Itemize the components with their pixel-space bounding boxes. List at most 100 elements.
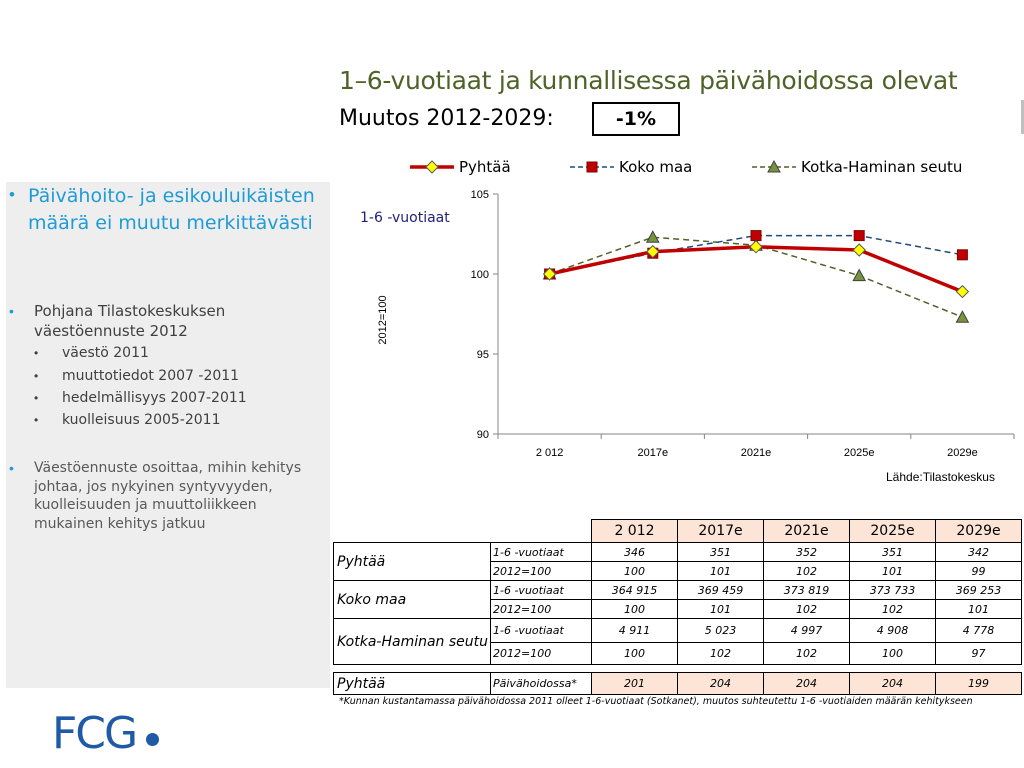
data-point-marker: [750, 230, 762, 242]
x-tick-label: 2021e: [741, 447, 772, 459]
y-tick-label: 90: [477, 429, 489, 441]
bullet-panel: [6, 182, 330, 688]
table-region-label: Kotka-Haminan seutu: [333, 618, 491, 665]
data-point-marker: [955, 310, 970, 323]
x-tick-label: 2 012: [536, 447, 564, 459]
fcg-logo: FCG: [52, 708, 138, 759]
table-cell: 100: [591, 561, 678, 581]
bullet-dot: •: [9, 303, 14, 319]
sub-bullet-dot: •: [34, 369, 39, 383]
x-tick-label: 2029e: [947, 447, 978, 459]
y-tick-label: 105: [471, 189, 489, 201]
table-cell: 5 023: [677, 618, 764, 643]
data-point-marker: [749, 240, 763, 254]
data-point-marker: [955, 284, 970, 299]
sub-bullet-dot: •: [34, 346, 39, 360]
table-row: Pyhtää 1-6 -vuotiaat 346 351 352 351 342: [333, 542, 1022, 581]
table-cell: 199: [935, 672, 1022, 695]
table-cell: 101: [677, 599, 764, 619]
table-cell: 102: [763, 642, 850, 665]
data-point-marker: [542, 267, 557, 281]
table-row: Pyhtää Päivähoidossa* 201 204 204 204 19…: [333, 672, 1022, 695]
data-point-marker: [767, 159, 781, 173]
table-header-year: 2 012: [591, 519, 678, 543]
sub-bullet-dot: •: [34, 413, 39, 427]
table-corner: [334, 520, 491, 543]
table-cell: 102: [763, 599, 850, 619]
table-cell: 100: [591, 599, 678, 619]
table-cell: 4 997: [763, 618, 850, 643]
table-cell: 101: [935, 599, 1022, 619]
table-cell: 102: [849, 599, 936, 619]
table-cell: 351: [849, 542, 936, 562]
table-row: Koko maa 1-6 -vuotiaat 364 915 369 459 3…: [333, 580, 1022, 619]
bullet-dot: •: [9, 185, 15, 204]
table-cell: 352: [763, 542, 850, 562]
table-cell: 351: [677, 542, 764, 562]
table-cell: 369 253: [935, 580, 1022, 600]
table-corner: [491, 520, 592, 543]
bullet-main: Päivähoito- ja esikouluikäisten määrä ei…: [28, 185, 315, 234]
table-cell: 373 819: [763, 580, 850, 600]
table-header-year: 2025e: [849, 519, 936, 543]
table-header-year: 2017e: [677, 519, 764, 543]
data-point-marker: [852, 243, 866, 257]
table-footnote: *Kunnan kustantamassa päivähoidossa 2011…: [339, 696, 973, 707]
series-line: [549, 245, 964, 294]
table-row: Kotka-Haminan seutu 1-6 -vuotiaat 4 911 …: [333, 618, 1022, 665]
table-cell: 346: [591, 542, 678, 562]
sub-bullet-item: väestö 2011: [62, 345, 149, 361]
table-row: 2012=100 100 102 102 100 97: [334, 642, 1022, 665]
table-metric-label: 1-6 -vuotiaat: [490, 542, 592, 562]
table-cell: 204: [849, 672, 936, 695]
legend-label: Kotka-Haminan seutu: [801, 158, 962, 176]
table-header-year: 2029e: [935, 519, 1022, 543]
table-cell: 201: [591, 672, 678, 695]
y-tick-label: 100: [471, 269, 489, 281]
x-tick-label: 2025e: [844, 447, 875, 459]
table-cell: 369 459: [677, 580, 764, 600]
data-point-marker: [586, 161, 598, 173]
slide-subtitle: Muutos 2012-2029:: [339, 106, 554, 131]
slide-title: 1–6-vuotiaat ja kunnallisessa päivähoido…: [339, 66, 958, 95]
table-region-label: Pyhtää: [333, 672, 491, 695]
data-point-marker: [425, 160, 439, 174]
decorative-edge-bar: [1021, 100, 1024, 134]
table-region-label: Koko maa: [333, 580, 491, 619]
legend-label: Koko maa: [619, 158, 692, 176]
table-cell: 99: [935, 561, 1022, 581]
table-metric-label: 1-6 -vuotiaat: [490, 580, 592, 600]
bullet-dot: •: [9, 460, 14, 476]
chart-annotation: 1-6 -vuotiaat: [360, 210, 450, 226]
data-point-marker: [646, 244, 660, 259]
table-metric-label: 2012=100: [490, 561, 592, 581]
table-row: 2012=100 100 101 102 102 101: [334, 599, 1022, 619]
table-metric-label: 2012=100: [490, 642, 592, 665]
table-cell: 364 915: [591, 580, 678, 600]
table-cell: 373 733: [849, 580, 936, 600]
table-header-row: 2 012 2017e 2021e 2025e 2029e: [334, 519, 1022, 543]
data-point-marker: [852, 268, 867, 282]
table-cell: 97: [935, 642, 1022, 665]
table-region-label: Pyhtää: [333, 542, 491, 581]
sub-bullet-item: kuolleisuus 2005-2011: [62, 412, 221, 428]
x-tick-label: 2017e: [638, 447, 669, 459]
data-point-marker: [853, 230, 865, 242]
table-cell: 342: [935, 542, 1022, 562]
fcg-logo-dot: [146, 733, 159, 746]
table-cell: 102: [677, 642, 764, 665]
sub-bullet-item: hedelmällisyys 2007-2011: [62, 390, 247, 406]
table-cell: 100: [849, 642, 936, 665]
data-table: 2 012 2017e 2021e 2025e 2029e Pyhtää 1-6…: [333, 519, 1022, 695]
table-spacer: [334, 665, 1022, 673]
bullet-basis: Pohjana Tilastokeskuksen väestöennuste 2…: [34, 302, 226, 340]
y-tick-label: 95: [477, 349, 489, 361]
table-cell: 4 911: [591, 618, 678, 643]
chart-source: Lähde:Tilastokeskus: [886, 470, 995, 484]
table-cell: 4 778: [935, 618, 1022, 643]
table-header-year: 2021e: [763, 519, 850, 543]
bullet-explanation: Väestöennuste osoittaa, mihin kehitys jo…: [34, 460, 302, 532]
sub-bullet-dot: •: [34, 391, 39, 405]
table-cell: 4 908: [849, 618, 936, 643]
sub-bullet-item: muuttotiedot 2007 -2011: [62, 368, 240, 384]
